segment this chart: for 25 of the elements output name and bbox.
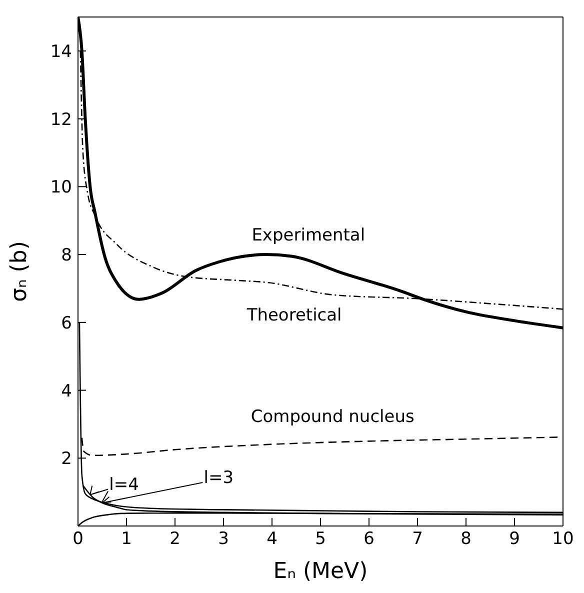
x-tick-label: 8	[460, 529, 472, 550]
x-tick-label: 4	[266, 529, 278, 550]
x-tick-label: 3	[218, 529, 229, 550]
series-label: l=3	[204, 468, 234, 488]
y-tick-label: 4	[61, 381, 72, 402]
y-tick-label: 14	[50, 42, 72, 62]
x-tick-label: 0	[72, 529, 84, 550]
y-tick-label: 10	[50, 178, 72, 198]
y-axis-title: σₙ (b)	[6, 241, 32, 302]
x-tick-label: 7	[412, 529, 423, 550]
y-tick-label: 8	[61, 246, 72, 266]
x-tick-label: 6	[364, 529, 374, 550]
x-tick-label: 2	[170, 529, 180, 550]
x-tick-label: 1	[121, 529, 132, 550]
legend-label: l=4	[109, 474, 139, 495]
series-label: Experimental	[252, 226, 366, 246]
series-label: Compound nucleus	[250, 407, 414, 428]
x-tick-label: 5	[315, 529, 326, 550]
x-axis-title: Eₙ (MeV)	[273, 559, 368, 584]
y-tick-label: 12	[50, 110, 72, 130]
y-tick-label: 6	[61, 313, 72, 334]
y-tick-label: 2	[61, 449, 72, 470]
series-label: Theoretical	[246, 305, 342, 326]
x-tick-label: 10	[552, 529, 574, 550]
x-tick-label: 9	[509, 529, 520, 550]
